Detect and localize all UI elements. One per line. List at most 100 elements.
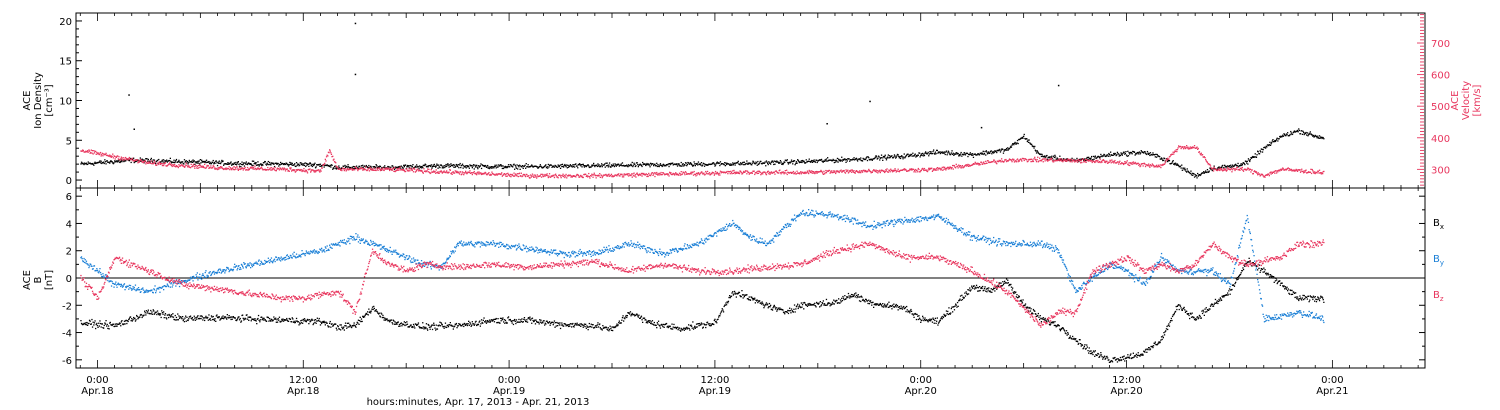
data-dot xyxy=(621,162,624,164)
data-dot xyxy=(338,328,341,330)
data-dot xyxy=(1081,158,1084,160)
data-dot xyxy=(920,169,922,171)
data-dot xyxy=(1002,148,1004,151)
data-dot xyxy=(357,167,360,170)
y-axis-label-line: [cm⁻³] xyxy=(44,84,55,116)
data-dot xyxy=(803,160,805,162)
data-dot xyxy=(1026,138,1028,140)
data-dot xyxy=(939,168,941,170)
data-dot xyxy=(1141,163,1144,165)
data-dot xyxy=(354,167,356,170)
data-dot xyxy=(249,167,251,169)
data-dot xyxy=(420,169,423,172)
data-dot xyxy=(218,166,220,169)
data-dot xyxy=(376,167,378,169)
data-dot xyxy=(215,167,217,169)
y-axis-label-left: ACE Ion Density [cm⁻³] xyxy=(22,72,55,129)
data-dot xyxy=(311,164,313,166)
data-dot xyxy=(300,322,303,324)
data-dot xyxy=(419,169,421,171)
data-dot xyxy=(1056,157,1058,159)
data-dot xyxy=(1267,144,1269,146)
data-dot xyxy=(430,165,432,168)
data-dot xyxy=(436,328,439,330)
data-dot xyxy=(1008,148,1011,150)
data-dot xyxy=(1290,132,1292,134)
data-dot xyxy=(729,164,731,166)
data-dot xyxy=(1249,159,1251,161)
data-dot xyxy=(774,173,776,175)
data-dot xyxy=(1131,161,1133,164)
data-dot xyxy=(1267,173,1269,175)
data-dot xyxy=(552,321,554,323)
data-dot xyxy=(1129,162,1131,164)
data-dot xyxy=(862,157,864,160)
data-dot xyxy=(477,165,480,167)
data-dot xyxy=(1205,170,1207,172)
data-dot xyxy=(414,165,417,167)
data-dot xyxy=(1285,169,1288,171)
data-dot xyxy=(187,319,189,322)
data-dot xyxy=(1182,167,1185,169)
data-dot xyxy=(184,161,186,163)
data-dot xyxy=(972,156,975,158)
data-dot xyxy=(903,156,905,158)
data-dot xyxy=(581,175,583,177)
data-dot xyxy=(581,166,583,168)
y-axis-label-line: [nT] xyxy=(44,270,55,290)
data-dot xyxy=(465,324,467,326)
data-dot xyxy=(724,165,726,167)
data-dot xyxy=(1111,154,1113,156)
data-dot xyxy=(1139,165,1141,168)
data-dot xyxy=(242,169,244,171)
data-dot xyxy=(515,167,518,169)
data-dot xyxy=(1189,148,1191,150)
data-dot xyxy=(98,322,100,324)
data-dot xyxy=(544,324,546,326)
data-dot xyxy=(945,167,948,170)
data-dot xyxy=(491,171,493,173)
data-dot xyxy=(643,163,645,165)
data-dot xyxy=(514,320,516,322)
data-dot xyxy=(302,318,304,321)
data-dot xyxy=(1182,148,1185,150)
data-dot xyxy=(242,314,244,316)
data-dot xyxy=(725,163,728,166)
data-dot xyxy=(565,166,567,168)
data-dot xyxy=(1239,164,1242,166)
data-dot xyxy=(360,318,363,320)
data-dot xyxy=(139,157,141,159)
data-dot xyxy=(283,169,285,171)
data-dot xyxy=(1206,169,1209,171)
data-dot xyxy=(147,158,149,161)
data-dot xyxy=(445,171,447,173)
data-dot xyxy=(695,175,697,177)
data-dot xyxy=(400,165,402,167)
data-dot xyxy=(205,161,207,164)
data-dot xyxy=(1073,159,1075,161)
data-dot xyxy=(692,171,694,174)
data-dot xyxy=(253,318,255,321)
data-dot xyxy=(1230,168,1232,171)
data-dot xyxy=(762,173,764,175)
data-dot xyxy=(563,325,565,327)
data-dot xyxy=(1165,158,1168,161)
data-dot xyxy=(940,168,943,170)
data-dot xyxy=(948,168,951,170)
data-dot xyxy=(326,164,328,166)
data-dot xyxy=(555,165,557,168)
data-dot xyxy=(1310,133,1312,135)
data-dot xyxy=(1091,159,1093,161)
data-dot xyxy=(473,170,475,173)
data-dot xyxy=(278,316,281,318)
data-dot xyxy=(146,158,148,160)
data-dot xyxy=(491,167,493,169)
data-dot xyxy=(220,166,222,168)
data-dot xyxy=(1217,168,1220,170)
data-dot xyxy=(290,162,292,164)
data-dot xyxy=(235,164,238,166)
data-dot xyxy=(204,163,206,165)
data-dot xyxy=(477,168,479,170)
data-dot xyxy=(404,164,407,166)
data-dot xyxy=(863,170,866,172)
